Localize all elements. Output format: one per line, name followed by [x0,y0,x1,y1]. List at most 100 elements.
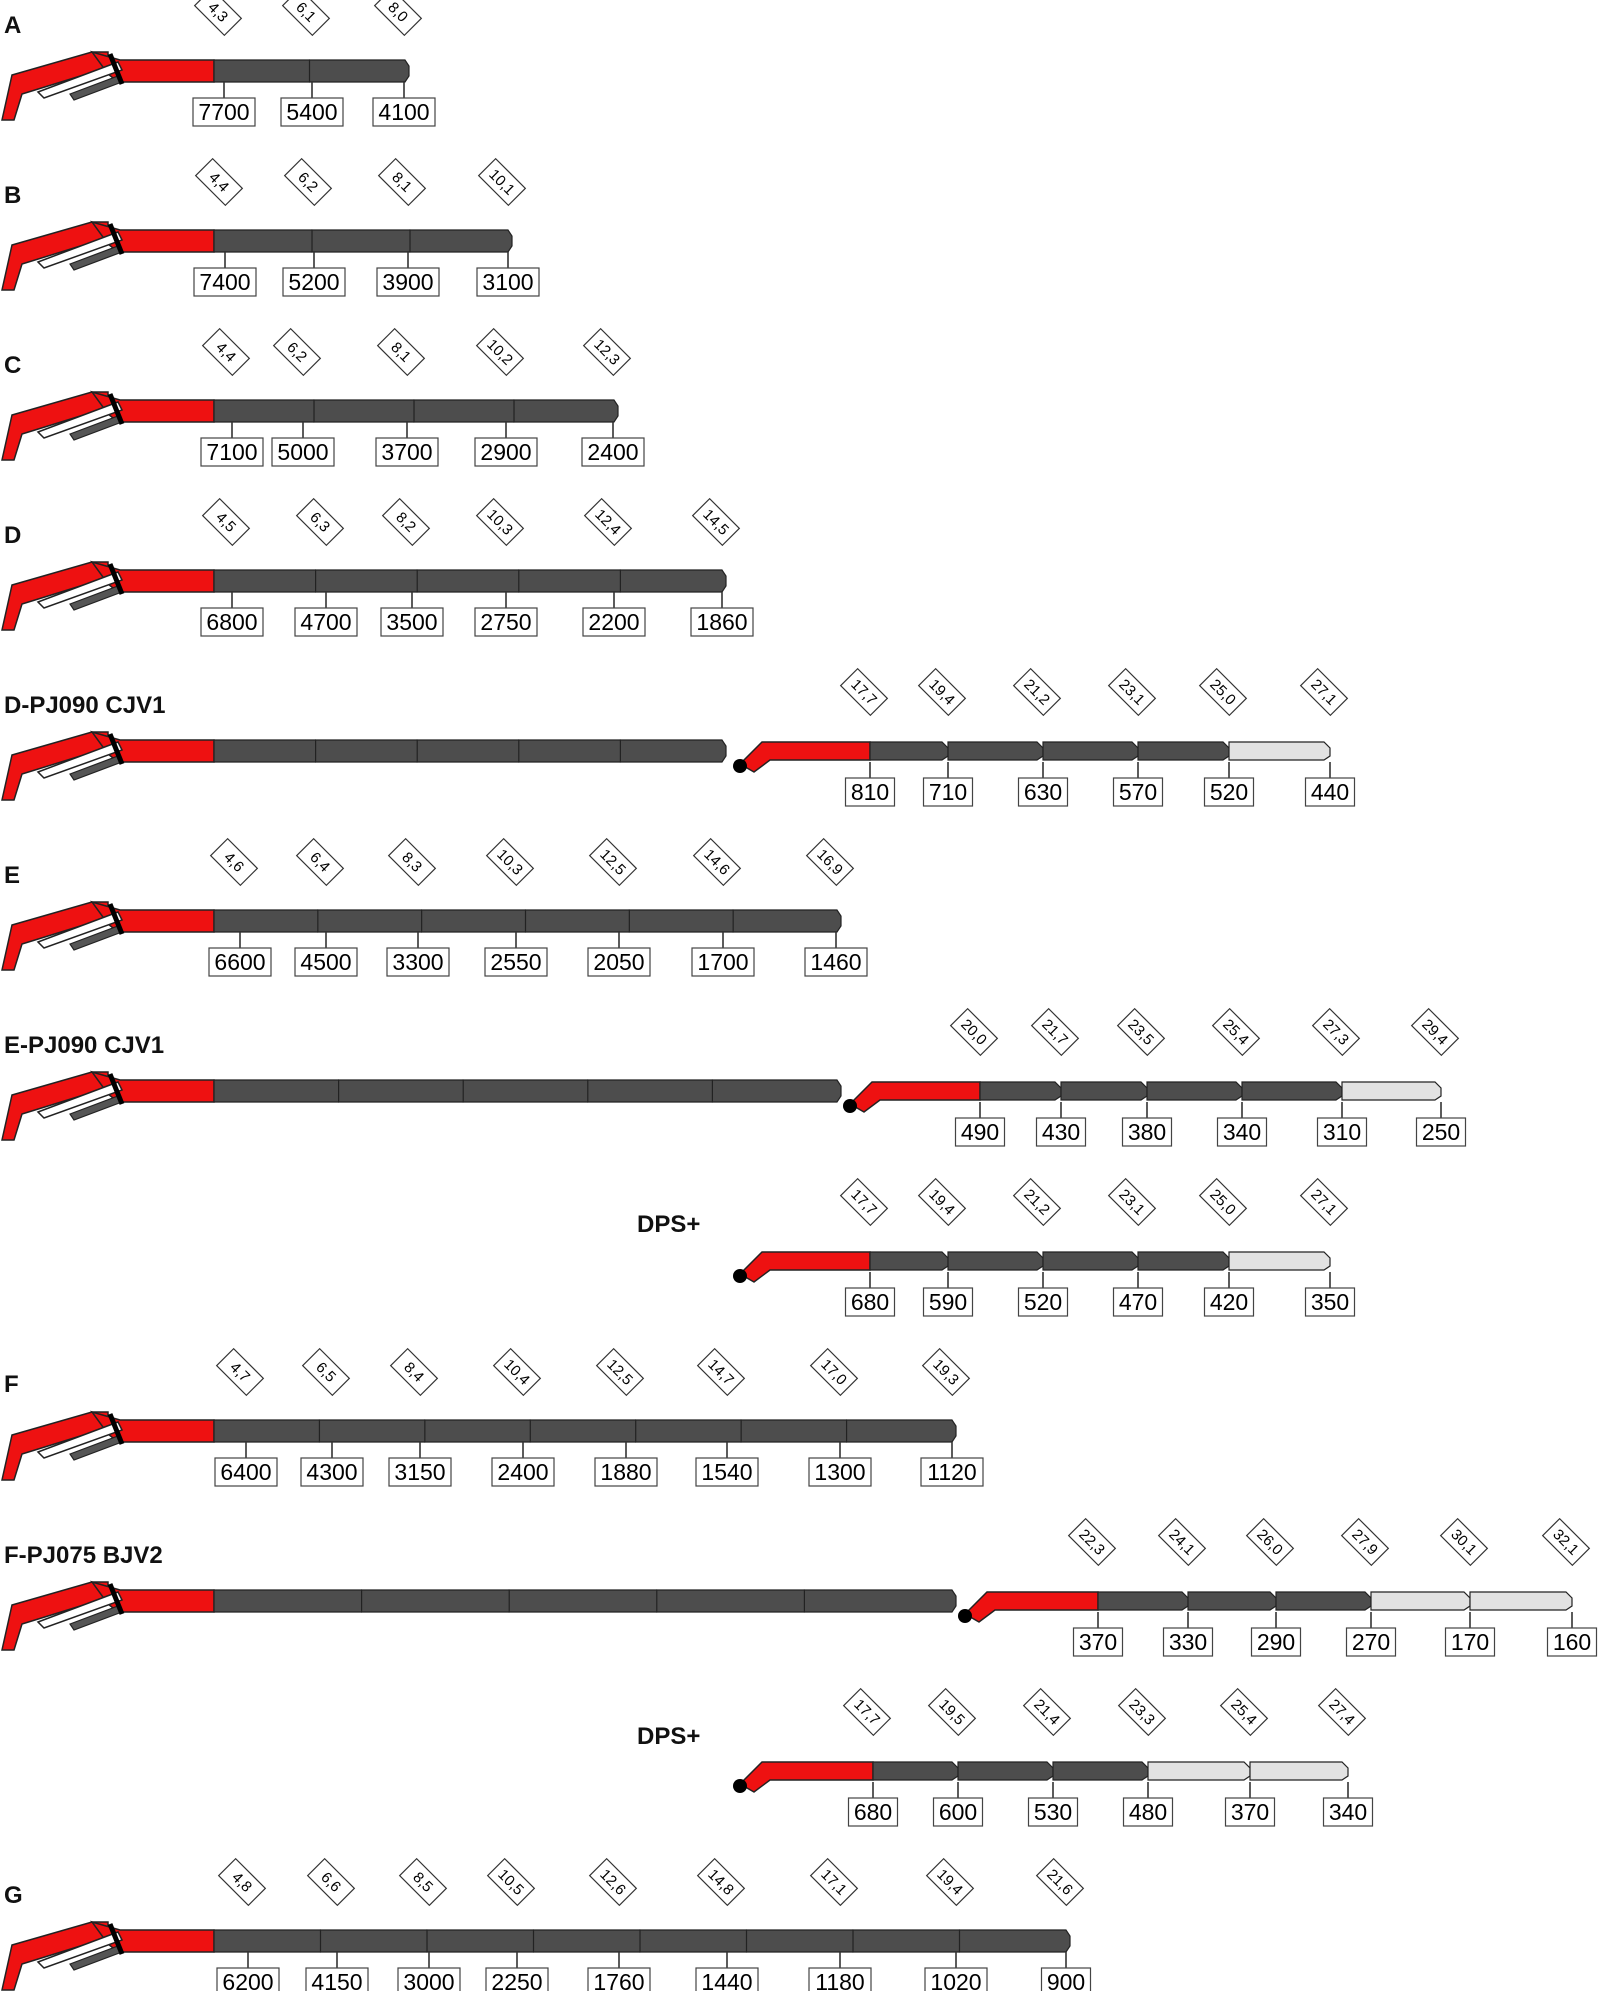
capacity-value: 2900 [480,439,531,465]
capacity-box [695,1457,759,1487]
reach-label-box [381,497,431,547]
capacity-value: 1120 [927,1459,976,1485]
reach-label-box [1012,1177,1062,1227]
reach-label-box [389,1347,439,1397]
reach-label-box [215,1347,265,1397]
jib-extension-hydraulic [947,741,1044,761]
capacity-value: 570 [1119,779,1157,805]
reach-label-box [217,1857,267,1907]
row-label: DPS+ [637,1211,700,1238]
reach-label: 30,1 [1439,1517,1489,1567]
reach-label: 8,1 [376,327,426,377]
capacity-value: 5400 [286,99,337,125]
capacity-value: 7100 [206,439,257,465]
capacity-value: 250 [1422,1119,1460,1145]
reach-label-box [1030,1007,1080,1057]
boom-joint [107,53,125,85]
boom-joint [107,223,125,255]
capacity-box [695,1967,759,1991]
capacity-value: 1540 [701,1459,752,1485]
reach-label: 19,4 [917,1177,967,1227]
lift-cylinder [36,401,124,439]
capacity-box [1162,1627,1214,1657]
boom-extension-section [803,1589,957,1613]
capacity-box [485,1967,549,1991]
capacity-value: 1860 [696,609,747,635]
row-label: G [4,1882,23,1909]
jib-extension-hydraulic [1060,1081,1148,1101]
reach-label: 8,0 [373,0,423,37]
capacity-box [1027,1797,1079,1827]
capacity-value: 2200 [588,609,639,635]
capacity-value: 380 [1128,1119,1166,1145]
reach-label-box [809,1857,859,1907]
reach-label-box [1107,667,1157,717]
capacity-value: 160 [1553,1629,1591,1655]
reach-label-box [696,1857,746,1907]
reach-label: 25,0 [1198,667,1248,717]
reach-label-box [1116,1007,1166,1057]
reach-label-box [927,1687,977,1737]
reach-label-box [492,1347,542,1397]
boom-row: D 6800 4,5 4700 6,3 3500 8,2 2750 10,3 2200 12,4 18… [1,497,754,637]
reach-label-box [1157,1517,1207,1567]
capacity-value: 1440 [701,1969,752,1991]
boom-extension-section [311,229,415,253]
reach-label-box [387,837,437,887]
capacity-box [491,1457,555,1487]
jib-extension-manual [1228,741,1331,761]
boom-joint [107,1583,125,1615]
capacity-box [376,267,440,297]
jib-extension-hydraulic [869,741,949,761]
reach-label-box [1219,1687,1269,1737]
boom-extension-section [958,1929,1071,1953]
reach-label: 21,2 [1012,1177,1062,1227]
capacity-value: 3500 [386,609,437,635]
capacity-box [1345,1627,1397,1657]
capacity-value: 490 [961,1119,999,1145]
lift-cylinder [36,911,124,949]
capacity-value: 7400 [199,269,250,295]
jib-extension-hydraulic [1097,1591,1189,1611]
boom-extension-section [513,399,619,423]
reach-label: 6,2 [283,157,333,207]
reach-label-box [1245,1517,1295,1567]
capacity-value: 6400 [220,1459,271,1485]
capacity-box [808,1457,872,1487]
capacity-box [216,1967,280,1991]
boom-row: E-PJ090 CJV1 490 20,0 430 21,7 380 23,5 340 25,4… [1,1007,1467,1147]
reach-label-box [281,0,331,37]
boom-extension-section [587,1079,717,1103]
reach-label: 17,7 [839,667,889,717]
boom-row: D-PJ090 CJV1 810 17,7 710 19,4 630 21,2 570 23,1… [1,667,1356,807]
capacity-value: 4700 [300,609,351,635]
reach-label: 23,3 [1117,1687,1167,1737]
capacity-box [380,607,444,637]
jib-extension-hydraulic [1137,741,1230,761]
boom-extension-section [318,1419,430,1443]
capacity-box [581,437,645,467]
reach-label: 4,6 [209,837,259,887]
reach-label: 27,3 [1311,1007,1361,1057]
capacity-box [691,947,755,977]
capacity-box [1216,1117,1268,1147]
reach-label-box [595,1347,645,1397]
capacity-value: 3150 [394,1459,445,1485]
reach-label-box [1198,1177,1248,1227]
reach-label: 27,9 [1340,1517,1390,1567]
boom-joint [107,1923,125,1955]
reach-label-box [839,667,889,717]
reach-label: 4,4 [194,157,244,207]
reach-label: 12,3 [582,327,632,377]
boom-row: F-PJ075 BJV2 370 22,3 330 24,1 290 26,0 270 27,9… [1,1517,1598,1657]
reach-label-box [373,0,423,37]
boom-extension-section [421,909,531,933]
reach-label-box [588,837,638,887]
reach-label: 19,4 [925,1857,975,1907]
capacity-box [1040,1967,1092,1991]
capacity-box [386,947,450,977]
row-label: D-PJ090 CJV1 [4,692,165,719]
reach-label: 6,4 [295,837,345,887]
jib-extension-hydraulic [1052,1761,1149,1781]
